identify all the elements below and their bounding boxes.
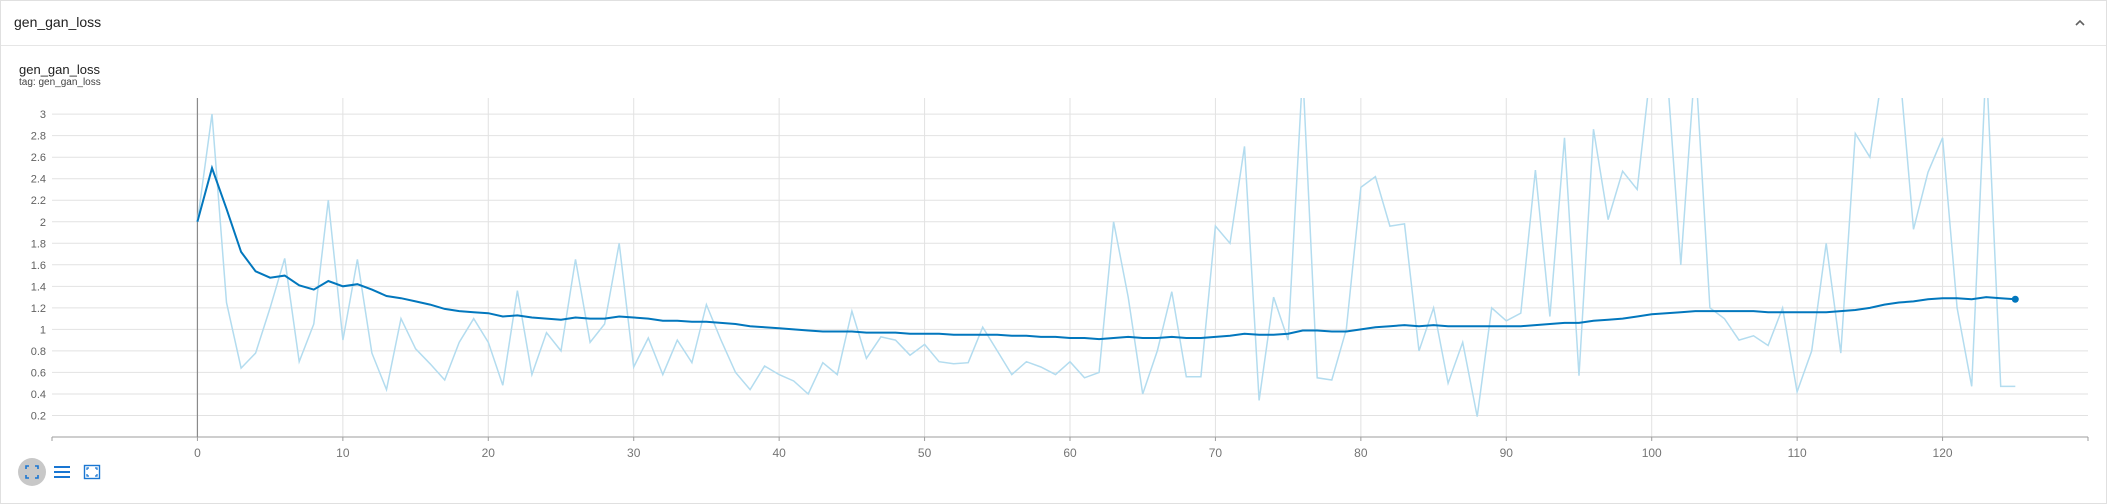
card-header[interactable]: gen_gan_loss — [1, 1, 2106, 46]
x-tick-label: 0 — [194, 446, 201, 460]
y-tick-label: 2.8 — [31, 131, 46, 143]
chart-tag: tag: gen_gan_loss — [19, 77, 101, 88]
x-tick-label: 80 — [1354, 446, 1368, 460]
card-header-title: gen_gan_loss — [14, 14, 102, 30]
raw-series-line — [196, 98, 2016, 417]
y-tick-label: 3 — [40, 109, 46, 121]
log-scale-button[interactable] — [48, 458, 76, 486]
chart-title: gen_gan_loss — [19, 62, 100, 77]
y-tick-label: 0.2 — [31, 410, 46, 422]
y-tick-label: 2.6 — [31, 152, 46, 164]
axes: 0 10 20 30 40 50 60 70 80 90 100 110 120 0.2 0.4 0.6 0.8… — [31, 98, 2089, 460]
chevron-up-icon — [2075, 19, 2085, 26]
last-point-marker — [2011, 295, 2019, 303]
x-tick-label: 100 — [1642, 446, 1662, 460]
y-tick-label: 0.4 — [31, 389, 46, 401]
y-tick-label: 1.6 — [31, 260, 46, 272]
y-tick-label: 1.8 — [31, 238, 46, 250]
x-tick-label: 90 — [1500, 446, 1514, 460]
collapse-button[interactable] — [2068, 11, 2092, 35]
y-tick-label: 1 — [40, 324, 46, 336]
smoothed-series-line — [196, 164, 2016, 341]
x-tick-label: 30 — [627, 446, 641, 460]
y-tick-label: 1.2 — [31, 303, 46, 315]
fit-icon — [25, 465, 39, 479]
x-tick-label: 50 — [918, 446, 932, 460]
grid — [52, 98, 2088, 437]
x-tick-label: 20 — [482, 446, 496, 460]
expand-icon — [83, 464, 101, 480]
y-tick-label: 1.4 — [31, 281, 46, 293]
x-tick-label: 40 — [772, 446, 786, 460]
x-tick-label: 60 — [1063, 446, 1077, 460]
y-tick-label: 2.2 — [31, 195, 46, 207]
chart-toolbar — [18, 458, 108, 486]
y-tick-label: 0.6 — [31, 367, 46, 379]
y-tick-label: 2 — [40, 217, 46, 229]
y-tick-label: 2.4 — [31, 174, 46, 186]
x-tick-label: 120 — [1933, 446, 1953, 460]
fit-domain-button[interactable] — [18, 458, 46, 486]
expand-button[interactable] — [78, 458, 106, 486]
y-tick-label: 0.8 — [31, 346, 46, 358]
series — [196, 98, 2019, 417]
x-tick-label: 70 — [1209, 446, 1223, 460]
x-tick-label: 10 — [336, 446, 350, 460]
lines-icon — [54, 466, 70, 478]
x-tick-label: 110 — [1788, 446, 1807, 460]
